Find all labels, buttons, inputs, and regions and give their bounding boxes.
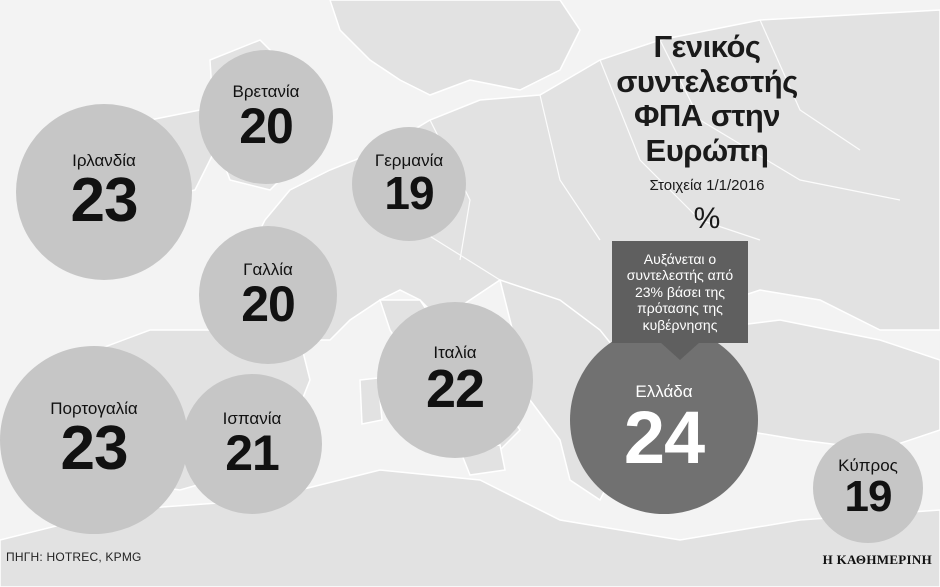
country-name: Ιταλία — [433, 342, 477, 362]
bubble-cyprus: Κύπρος 19 — [813, 433, 923, 543]
country-name: Βρετανία — [232, 81, 300, 101]
vat-value: 22 — [425, 359, 485, 420]
country-name: Ελλάδα — [635, 381, 693, 401]
country-name: Πορτογαλία — [50, 398, 138, 418]
vat-value: 23 — [60, 414, 129, 484]
vat-value: 21 — [225, 425, 280, 482]
vat-value: 19 — [384, 167, 434, 220]
vat-value: 23 — [70, 166, 139, 236]
chart-title: Γενικός συντελεστής ΦΠΑ στην Ευρώπη — [616, 29, 798, 169]
bubble-france: Γαλλία 20 — [199, 226, 337, 364]
bubble-uk: Βρετανία 20 — [199, 50, 333, 184]
source-note: ΠΗΓΗ: HOTREC, KPMG — [6, 550, 142, 564]
country-name: Ιρλανδία — [72, 150, 136, 170]
vat-value: 19 — [844, 472, 893, 522]
publisher-logo: Η ΚΑΘΗΜΕΡΙΝΗ — [822, 552, 932, 567]
title-block: Γενικός συντελεστής ΦΠΑ στην Ευρώπη Στοι… — [592, 29, 822, 236]
bubble-italy: Ιταλία 22 — [377, 302, 533, 458]
country-name: Κύπρος — [838, 455, 898, 475]
country-name: Ισπανία — [222, 408, 282, 428]
callout-arrow — [660, 342, 700, 360]
bubble-ireland: Ιρλανδία 23 — [16, 104, 192, 280]
unit-label: % — [693, 201, 721, 235]
vat-value: 20 — [239, 98, 294, 155]
bubble-germany: Γερμανία 19 — [352, 127, 466, 241]
bubble-portugal: Πορτογαλία 23 — [0, 346, 188, 534]
bubble-spain: Ισπανία 21 — [182, 374, 322, 514]
vat-value: 24 — [623, 396, 705, 480]
greece-callout: Αυξάνεται ο συντελεστής από 23% βάσει τη… — [612, 241, 748, 343]
date-note: Στοιχεία 1/1/2016 — [649, 176, 765, 194]
country-name: Γαλλία — [243, 259, 293, 279]
country-name: Γερμανία — [374, 150, 444, 170]
vat-value: 20 — [241, 276, 296, 333]
